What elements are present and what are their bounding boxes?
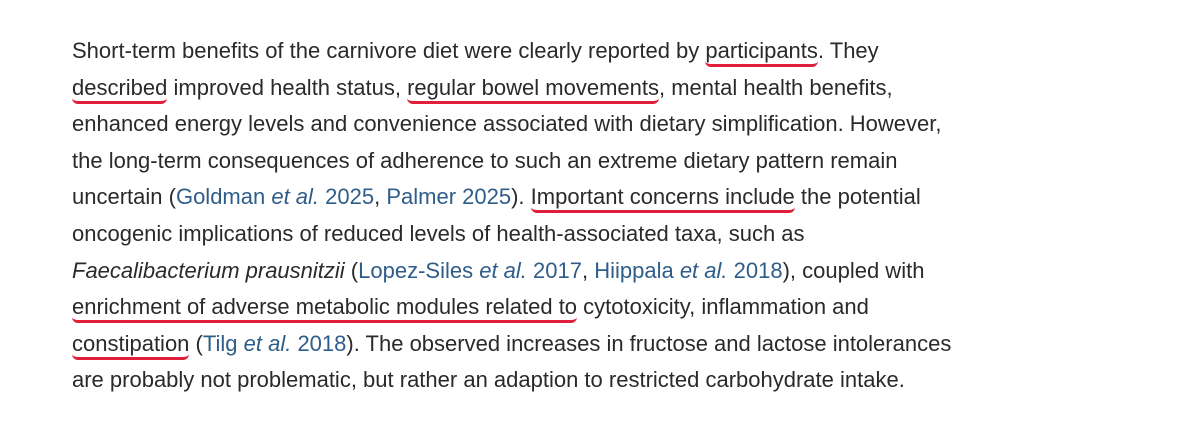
citation-link[interactable]: et al. [271, 184, 320, 210]
text: uncertain ( [72, 184, 176, 210]
text-line: enrichment of adverse metabolic modules … [72, 289, 1182, 326]
text-line: enhanced energy levels and convenience a… [72, 106, 1182, 143]
text: cytotoxicity, inflammation and [577, 294, 869, 320]
citation-link[interactable]: et al. [243, 330, 292, 356]
citation-link[interactable]: Lopez-Siles [358, 257, 480, 283]
text-line: Short-term benefits of the carnivore die… [72, 33, 1182, 70]
citation-link[interactable]: Goldman [175, 184, 272, 210]
highlighted-text: Important concerns include [530, 184, 795, 214]
highlighted-text: constipation [72, 330, 190, 360]
highlighted-text: participants [705, 38, 818, 67]
text: the potential [794, 184, 921, 210]
text: are probably not problematic, but rather… [72, 367, 905, 393]
text: the long-term consequences of adherence … [72, 147, 898, 173]
text-line: uncertain (Goldman et al. 2025, Palmer 2… [72, 179, 1182, 216]
citation-link[interactable]: 2018 [727, 257, 783, 283]
text-line: Faecalibacterium prausnitzii (Lopez-Sile… [72, 253, 1182, 290]
text: ( [189, 330, 203, 356]
text-line: described improved health status, regula… [72, 70, 1182, 107]
text: , [374, 184, 387, 210]
citation-link[interactable]: 2017 [526, 257, 582, 283]
text: Short-term benefits of the carnivore die… [72, 38, 706, 63]
text-line: the long-term consequences of adherence … [72, 143, 1182, 180]
text: ( [344, 257, 359, 283]
text: ). [511, 184, 531, 210]
text-line: are probably not problematic, but rather… [72, 362, 1182, 399]
citation-link[interactable]: et al. [479, 257, 527, 283]
citation-link[interactable]: 2025 [319, 184, 375, 210]
highlighted-text: enrichment of adverse metabolic modules … [72, 294, 578, 324]
text: improved health status, [167, 74, 408, 100]
text: . They [817, 38, 879, 63]
text: , mental health benefits, [658, 74, 893, 100]
text: oncogenic implications of reduced levels… [72, 220, 805, 246]
citation-link[interactable]: 2018 [291, 330, 347, 356]
citation-link[interactable]: Palmer 2025 [386, 184, 512, 210]
highlighted-text: regular bowel movements [407, 74, 659, 104]
text: , [581, 257, 595, 283]
paragraph: Short-term benefits of the carnivore die… [72, 33, 1182, 399]
species-name: Faecalibacterium prausnitzii [72, 257, 345, 283]
text: ). The observed increases in fructose an… [346, 330, 952, 356]
citation-link[interactable]: Tilg [202, 330, 244, 356]
text-line: constipation (Tilg et al. 2018). The obs… [72, 326, 1182, 363]
text-line: oncogenic implications of reduced levels… [72, 216, 1182, 253]
text: enhanced energy levels and convenience a… [72, 111, 942, 137]
citation-link[interactable]: et al. [679, 257, 728, 283]
text: ), coupled with [782, 257, 925, 283]
highlighted-text: described [72, 74, 168, 104]
citation-link[interactable]: Hiippala [594, 257, 680, 283]
